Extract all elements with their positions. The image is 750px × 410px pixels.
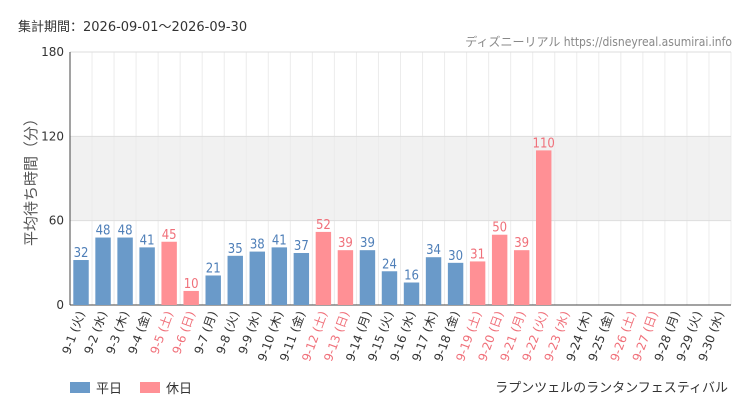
bar — [227, 255, 243, 305]
bar — [73, 260, 89, 305]
bar — [403, 282, 420, 305]
bar-value-label: 31 — [470, 247, 485, 262]
bar — [315, 231, 332, 305]
y-tick-label: 60 — [49, 214, 64, 228]
y-tick-label: 120 — [41, 129, 64, 143]
bar-value-label: 10 — [184, 277, 199, 292]
bar — [469, 261, 486, 305]
bar — [271, 247, 288, 305]
legend-holiday-label: 休日 — [166, 382, 193, 397]
bar — [95, 237, 111, 305]
bar-value-label: 38 — [250, 238, 265, 253]
bar-value-label: 110 — [533, 136, 555, 151]
bar — [161, 241, 177, 305]
bar-value-label: 35 — [228, 242, 243, 257]
source-credit: ディズニーリアル https://disneyreal.asumirai.inf… — [465, 35, 732, 49]
bar-value-label: 48 — [118, 224, 133, 239]
bar-value-label: 39 — [360, 236, 375, 251]
bar — [491, 234, 508, 305]
bar-value-label: 16 — [404, 269, 419, 284]
legend-item-holiday: 休日 — [140, 378, 192, 397]
bar — [337, 250, 354, 305]
legend-weekday-label: 平日 — [96, 382, 123, 397]
y-tick-label: 0 — [56, 298, 64, 312]
bar — [139, 247, 155, 305]
bar-value-label: 50 — [492, 221, 507, 236]
bar-value-label: 52 — [316, 218, 331, 233]
bar-value-label: 48 — [96, 224, 111, 239]
bar-value-label: 21 — [206, 261, 221, 276]
bar — [425, 257, 442, 305]
bar-value-label: 24 — [382, 257, 397, 272]
bar — [513, 250, 530, 305]
attraction-title: ラプンツェルのランタンフェスティバル — [495, 381, 728, 396]
bar — [293, 252, 310, 305]
bar — [205, 275, 221, 305]
bar-value-label: 37 — [294, 239, 309, 254]
legend: 平日 休日 — [70, 378, 192, 397]
legend-item-weekday: 平日 — [70, 378, 122, 397]
bar — [183, 290, 199, 305]
bar — [536, 150, 552, 305]
bar-value-label: 39 — [338, 236, 353, 251]
bar-value-label: 32 — [74, 246, 89, 261]
bar — [117, 237, 133, 305]
bar — [249, 251, 265, 305]
bar — [447, 262, 464, 305]
bar-value-label: 41 — [140, 233, 155, 248]
bar-value-label: 41 — [272, 233, 287, 248]
weekday-swatch — [70, 382, 90, 393]
bar-value-label: 39 — [514, 236, 529, 251]
bar — [359, 250, 376, 305]
holiday-swatch — [140, 382, 161, 393]
period-label: 集計期間：2026-09-01〜2026-09-30 — [18, 20, 248, 35]
bar-value-label: 34 — [426, 243, 441, 258]
bar-value-label: 45 — [162, 228, 177, 243]
y-axis-title: 平均待ち時間（分） — [22, 111, 40, 246]
bar-value-label: 30 — [448, 249, 463, 264]
y-tick-label: 180 — [41, 45, 64, 59]
bar — [381, 271, 398, 305]
